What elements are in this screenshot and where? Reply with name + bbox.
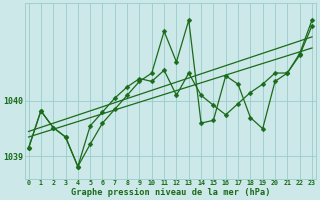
X-axis label: Graphe pression niveau de la mer (hPa): Graphe pression niveau de la mer (hPa) bbox=[70, 188, 270, 197]
